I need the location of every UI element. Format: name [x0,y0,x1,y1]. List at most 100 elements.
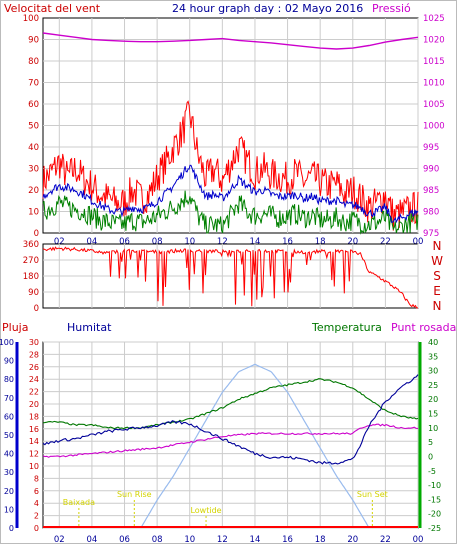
direction-grid [42,243,419,309]
pressure-tick-label: 980 [423,208,439,218]
chart-title: 24 hour graph day : 02 Mayo 2016 [172,2,363,15]
temperature-tick-label: 5 [428,438,433,447]
climate-x-tick-label: 20 [347,535,358,544]
humidity-tick-label: 70 [4,394,14,403]
climate-grid [42,341,419,529]
rain-tick-label: 24 [29,375,39,384]
climate-x-tick-label: 08 [152,535,163,544]
humidity-tick-label: 20 [4,487,14,496]
temperature-tick-label: -20 [428,510,441,519]
wind-speed-tick-label: 50 [28,122,39,132]
climate-x-tick-label: 06 [119,535,130,544]
humidity-tick-label: 50 [4,431,14,440]
rain-tick-label: 16 [29,425,39,434]
temperature-tick-label: -10 [428,481,441,490]
wind-speed-tick-label: 10 [28,208,39,218]
rain-label: Pluja [2,321,28,334]
temperature-tick-label: -15 [428,495,441,504]
compass-label: N [433,239,442,253]
temperature-tick-label: 15 [428,410,438,419]
wind-x-tick-label: 14 [250,237,261,247]
humidity-tick-label: 100 [0,338,14,347]
direction-tick-label: 360 [23,240,39,250]
rain-tick-label: 20 [29,400,39,409]
humidity-line [42,374,419,465]
pressure-tick-label: 985 [423,186,439,196]
humidity-label: Humitat [67,321,112,334]
climate-x-tick-label: 18 [315,535,326,544]
dewpoint-label: Punt rosada [391,321,456,334]
direction-tick-label: 0 [34,304,39,314]
humidity-tick-label: 10 [4,505,14,514]
climate-x-tick-label: 12 [217,535,228,544]
rain-tick-label: 30 [29,338,39,347]
temperature-tick-label: 25 [428,381,438,390]
rain-tick-label: 12 [29,450,39,459]
compass-label: N [433,299,442,313]
temperature-tick-label: 35 [428,352,438,361]
humidity-tick-label: 30 [4,468,14,477]
wind-x-tick-label: 16 [282,237,293,247]
wind-speed-tick-label: 60 [28,100,39,110]
direction-line [42,246,419,309]
temperature-tick-label: 40 [428,338,438,347]
pressure-tick-label: 1020 [423,36,445,46]
wind-x-tick-label: 20 [347,237,358,247]
climate-plot-frame [42,341,419,529]
temperature-line [42,378,419,430]
wind-speed-tick-label: 80 [28,57,39,67]
direction-tick-label: 180 [23,272,39,282]
wind-axes: 0102030405060708090100975980985990995100… [23,14,445,247]
dewpoint-line [42,423,419,458]
compass-label: E [433,284,441,298]
wind-speed-tick-label: 70 [28,79,39,89]
compass-label: S [433,269,441,283]
pressure-line [42,32,419,50]
wind-x-tick-label: 12 [217,237,228,247]
rain-tick-label: 0 [34,524,39,533]
climate-x-tick-label: 16 [282,535,293,544]
climate-axes: 0102030405060708090100024681012141618202… [0,338,441,544]
pressure-tick-label: 995 [423,143,439,153]
wind-average-line [42,164,419,224]
wind-speed-label: Velocitat del vent [4,2,101,15]
temperature-label: Temperatura [311,321,382,334]
pressure-tick-label: 975 [423,229,439,239]
pressure-label: Pressió [372,2,411,15]
direction-tick-label: 270 [23,256,39,266]
climate-x-tick-label: 04 [86,535,97,544]
temperature-tick-label: 30 [428,367,438,376]
pressure-tick-label: 1000 [423,122,445,132]
wind-x-tick-label: 06 [119,237,130,247]
pressure-tick-label: 1010 [423,79,445,89]
rain-tick-label: 6 [34,487,39,496]
wind-speed-tick-label: 0 [34,229,39,239]
temperature-tick-label: 20 [428,395,438,404]
rain-tick-label: 22 [29,388,39,397]
temperature-tick-label: 0 [428,452,433,461]
wind-speed-tick-label: 40 [28,143,39,153]
humidity-tick-label: 80 [4,375,14,384]
wind-speed-tick-label: 20 [28,186,39,196]
humidity-tick-label: 90 [4,357,14,366]
rain-tick-label: 28 [29,350,39,359]
rain-tick-label: 18 [29,412,39,421]
climate-lines [42,363,419,529]
compass-label: W [431,254,443,268]
temperature-tick-label: 10 [428,424,438,433]
temperature-tick-label: -25 [428,524,441,533]
wind-x-tick-label: 10 [184,237,195,247]
wind-speed-tick-label: 90 [28,36,39,46]
humidity-tick-label: 40 [4,450,14,459]
rain-tick-label: 14 [29,437,39,446]
annotation-label: Baixada [63,498,95,507]
wind-x-tick-label: 04 [86,237,97,247]
rain-tick-label: 10 [29,462,39,471]
pressure-tick-label: 1015 [423,57,445,67]
climate-x-tick-label: 02 [54,535,65,544]
wind-speed-tick-label: 30 [28,165,39,175]
humidity-tick-label: 0 [9,524,14,533]
wind-x-tick-label: 00 [413,237,424,247]
